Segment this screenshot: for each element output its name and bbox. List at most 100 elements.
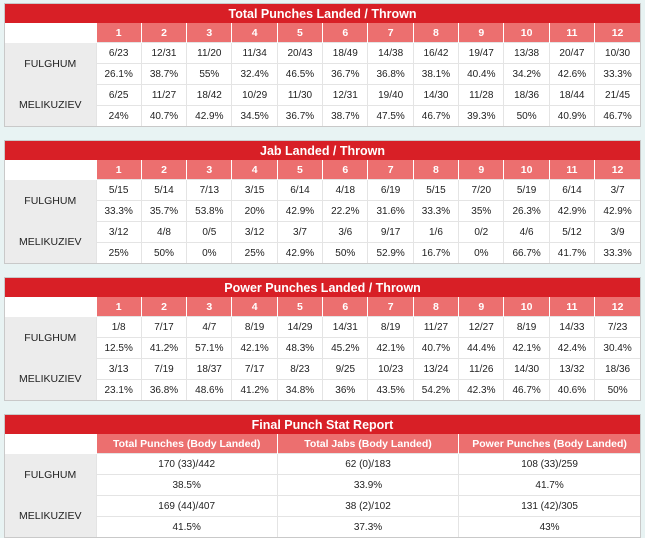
pct-cell: 33.3% (594, 63, 641, 85)
round-header: 12 (594, 23, 641, 43)
pct-cell: 40.6% (548, 379, 595, 400)
landed-cell: 12/27 (458, 316, 504, 338)
table-row: 12.5% 41.2% 57.1% 42.1% 48.3% 45.2% 42.1… (5, 337, 641, 359)
round-header-row: 1 2 3 4 5 6 7 8 9 10 11 12 (5, 297, 641, 317)
round-header: 1 (95, 160, 142, 180)
table-row: 26.1% 38.7% 55% 32.4% 46.5% 36.7% 36.8% … (5, 63, 641, 85)
round-header: 9 (458, 160, 504, 180)
fighter-name: FULGHUM (5, 316, 96, 359)
pct-cell: 42.9% (276, 200, 323, 222)
pct-cell: 33.3% (95, 200, 142, 222)
pct-cell: 30.4% (594, 337, 641, 359)
landed-cell: 11/26 (458, 358, 504, 380)
pct-cell: 33.3% (412, 200, 459, 222)
landed-cell: 3/13 (95, 358, 142, 380)
pct-cell: 34.5% (231, 105, 278, 126)
round-header: 5 (276, 160, 323, 180)
pct-cell: 24% (95, 105, 142, 126)
pct-cell: 42.9% (276, 242, 323, 263)
pct-cell: 42.6% (548, 63, 595, 85)
fighter-name: FULGHUM (5, 179, 96, 222)
total-punches-value: 169 (44)/407 (95, 495, 278, 517)
pct-cell: 46.7% (503, 379, 550, 400)
pct-cell: 36.8% (140, 379, 187, 400)
round-header: 5 (276, 23, 323, 43)
landed-cell: 11/34 (231, 42, 278, 64)
table-row: MELIKUZIEV 3/13 7/19 18/37 7/17 8/23 9/2… (5, 358, 641, 400)
landed-cell: 3/12 (231, 221, 278, 243)
pct-cell: 47.5% (367, 105, 414, 126)
round-header: 6 (322, 160, 368, 180)
table-row: FULGHUM 6/23 12/31 11/20 11/34 20/43 18/… (5, 42, 641, 85)
pct-cell: 26.3% (503, 200, 550, 222)
round-header-row: 1 2 3 4 5 6 7 8 9 10 11 12 (5, 23, 641, 43)
table-row: 24% 40.7% 42.9% 34.5% 36.7% 38.7% 47.5% … (5, 105, 641, 126)
landed-cell: 6/19 (367, 179, 414, 201)
landed-cell: 1/6 (412, 221, 459, 243)
pct-cell: 34.2% (503, 63, 550, 85)
pct-cell: 42.3% (458, 379, 504, 400)
power-punches-pct: 41.7% (458, 474, 640, 496)
jab-table: Jab Landed / Thrown 1 2 3 4 5 6 7 8 9 10… (4, 140, 641, 264)
round-header: 12 (594, 297, 641, 317)
round-header: 1 (95, 297, 142, 317)
pct-cell: 34.8% (276, 379, 323, 400)
landed-cell: 11/27 (412, 316, 459, 338)
pct-cell: 46.7% (594, 105, 641, 126)
landed-cell: 3/15 (231, 179, 278, 201)
pct-cell: 20% (231, 200, 278, 222)
total-jabs-pct: 37.3% (276, 516, 459, 537)
round-header: 3 (186, 23, 232, 43)
landed-cell: 18/42 (186, 84, 232, 106)
round-header: 1 (95, 23, 142, 43)
round-header: 7 (367, 23, 414, 43)
landed-cell: 3/7 (276, 221, 323, 243)
fighter-name: MELIKUZIEV (5, 221, 96, 263)
landed-cell: 6/25 (95, 84, 142, 106)
pct-cell: 43.5% (367, 379, 414, 400)
round-header-row: 1 2 3 4 5 6 7 8 9 10 11 12 (5, 160, 641, 180)
round-header: 12 (594, 160, 641, 180)
landed-cell: 14/38 (367, 42, 414, 64)
table-row: FULGHUM 5/15 5/14 7/13 3/15 6/14 4/18 6/… (5, 179, 641, 222)
landed-cell: 18/49 (322, 42, 368, 64)
round-header: 9 (458, 297, 504, 317)
table-row: 33.3% 35.7% 53.8% 20% 42.9% 22.2% 31.6% … (5, 200, 641, 222)
pct-cell: 38.1% (412, 63, 459, 85)
landed-cell: 6/14 (548, 179, 595, 201)
total-punches-header: Total Punches (Body Landed) (95, 434, 278, 454)
round-header: 4 (231, 160, 278, 180)
pct-cell: 26.1% (95, 63, 142, 85)
landed-cell: 14/30 (503, 358, 550, 380)
landed-cell: 10/29 (231, 84, 278, 106)
landed-cell: 3/7 (594, 179, 641, 201)
landed-cell: 8/23 (276, 358, 323, 380)
landed-cell: 8/19 (503, 316, 550, 338)
pct-cell: 25% (95, 242, 142, 263)
round-header: 8 (412, 160, 459, 180)
round-header: 10 (503, 160, 550, 180)
fighter-name: MELIKUZIEV (5, 84, 96, 126)
pct-cell: 53.8% (186, 200, 232, 222)
landed-cell: 14/29 (276, 316, 323, 338)
total-punches-table: Total Punches Landed / Thrown 1 2 3 4 5 … (4, 3, 641, 127)
landed-cell: 20/47 (548, 42, 595, 64)
landed-cell: 11/28 (458, 84, 504, 106)
pct-cell: 57.1% (186, 337, 232, 359)
pct-cell: 48.6% (186, 379, 232, 400)
round-header: 5 (276, 297, 323, 317)
landed-cell: 7/19 (140, 358, 187, 380)
jab-title: Jab Landed / Thrown (5, 141, 641, 160)
pct-cell: 23.1% (95, 379, 142, 400)
landed-cell: 0/2 (458, 221, 504, 243)
round-header: 11 (548, 297, 595, 317)
pct-cell: 46.5% (276, 63, 323, 85)
landed-cell: 14/33 (548, 316, 595, 338)
landed-cell: 0/5 (186, 221, 232, 243)
landed-cell: 16/42 (412, 42, 459, 64)
round-header: 6 (322, 297, 368, 317)
landed-cell: 12/31 (322, 84, 368, 106)
power-punches-value: 131 (42)/305 (458, 495, 640, 517)
total-jabs-value: 38 (2)/102 (276, 495, 459, 517)
landed-cell: 7/17 (140, 316, 187, 338)
